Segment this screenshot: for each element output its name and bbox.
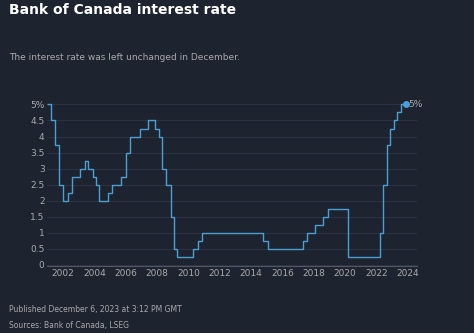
Text: 5%: 5% [408, 100, 422, 109]
Text: Sources: Bank of Canada, LSEG: Sources: Bank of Canada, LSEG [9, 321, 129, 330]
Text: Bank of Canada interest rate: Bank of Canada interest rate [9, 3, 237, 17]
Text: Published December 6, 2023 at 3:12 PM GMT: Published December 6, 2023 at 3:12 PM GM… [9, 305, 182, 314]
Text: The interest rate was left unchanged in December.: The interest rate was left unchanged in … [9, 53, 240, 62]
